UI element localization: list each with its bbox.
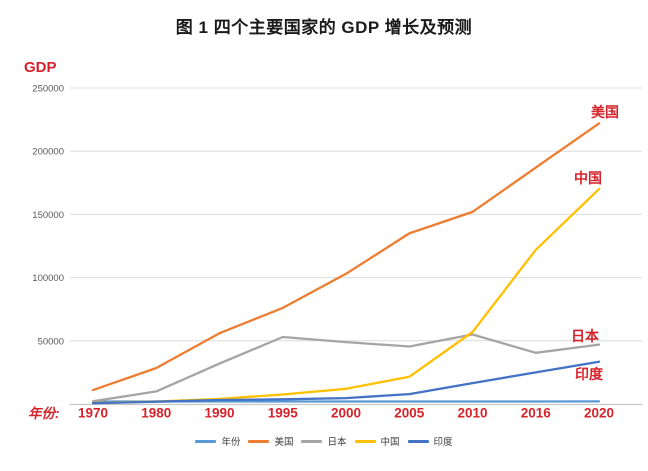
x-axis-prefix: 年份:	[28, 406, 60, 421]
series-annotation-usa: 美国	[591, 104, 619, 120]
legend-line-swatch-china	[354, 439, 376, 443]
series-annotation-japan: 日本	[571, 328, 600, 344]
series-line-japan	[91, 333, 601, 403]
x-tick-label: 1995	[268, 406, 299, 421]
x-tick-label: 2000	[331, 406, 361, 421]
legend-item-china: 中国	[354, 434, 400, 448]
y-tick-label: 50000	[38, 336, 64, 347]
y-tick-label: 150000	[32, 210, 64, 221]
x-tick-label: 2020	[584, 406, 614, 421]
legend-item-japan: 日本	[301, 434, 347, 448]
legend-label: 美国	[274, 437, 294, 448]
legend-label: 中国	[380, 437, 400, 448]
series-line-usa	[91, 122, 601, 392]
series-line-india	[91, 360, 601, 405]
series-annotation-india: 印度	[575, 366, 604, 382]
series-line-china	[91, 187, 601, 405]
legend-label: 印度	[433, 437, 453, 448]
y-axis-title: GDP	[24, 59, 57, 76]
y-tick-label: 100000	[32, 273, 64, 284]
legend-line-swatch-usa	[248, 439, 270, 443]
series-annotation-china: 中国	[574, 170, 602, 186]
x-tick-label: 1980	[141, 406, 171, 421]
legend-line-swatch-nianfen	[195, 439, 217, 443]
x-tick-label: 2005	[394, 406, 425, 421]
x-tick-label: 1970	[78, 406, 108, 421]
legend-item-nianfen: 年份	[195, 434, 240, 448]
chart-title: 图 1 四个主要国家的 GDP 增长及预测	[175, 18, 473, 37]
x-tick-label: 2016	[521, 406, 552, 421]
legend: 年份 美国 日本 中国 印度	[0, 433, 648, 449]
legend-label: 年份	[221, 437, 241, 448]
legend-line-swatch-japan	[301, 439, 323, 443]
x-tick-label: 2010	[457, 406, 487, 421]
legend-item-india: 印度	[407, 434, 453, 448]
legend-label: 日本	[327, 437, 347, 448]
x-tick-label: 1990	[204, 406, 234, 421]
y-tick-label: 250000	[32, 84, 64, 95]
legend-line-swatch-india	[407, 439, 429, 443]
legend-item-usa: 美国	[248, 434, 293, 448]
y-tick-label: 200000	[32, 147, 64, 158]
